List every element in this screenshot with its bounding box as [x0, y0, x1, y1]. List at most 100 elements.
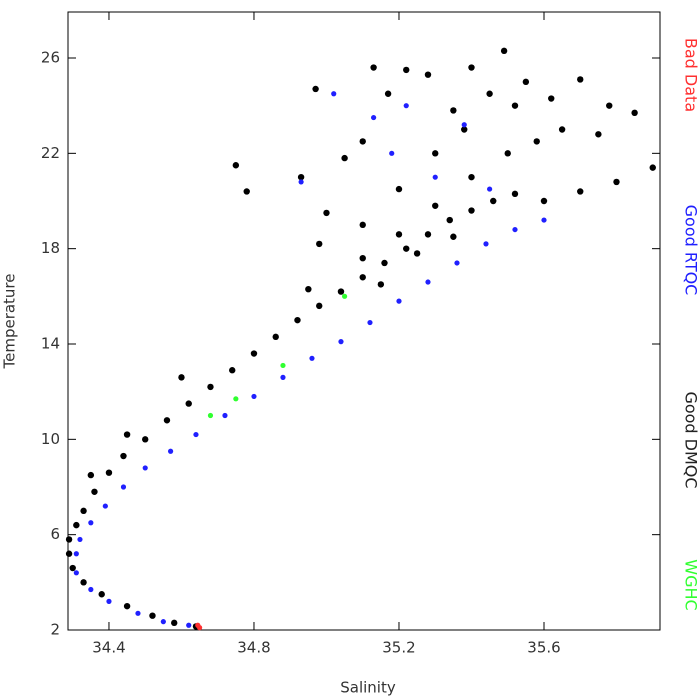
point	[323, 209, 330, 217]
point	[91, 488, 98, 495]
x-tick-label: 34.8	[237, 639, 270, 657]
point	[135, 610, 141, 616]
point	[384, 90, 392, 97]
point	[540, 197, 548, 205]
point	[73, 551, 79, 557]
point	[577, 76, 584, 83]
point	[541, 217, 547, 223]
point	[120, 452, 127, 460]
point	[432, 174, 438, 180]
point	[171, 619, 178, 627]
point	[80, 579, 87, 586]
point	[80, 507, 87, 515]
y-tick-label: 6	[50, 525, 60, 543]
point	[461, 122, 467, 128]
point	[490, 197, 497, 205]
point	[403, 245, 410, 252]
point	[486, 90, 493, 97]
point	[606, 102, 613, 109]
point	[548, 95, 555, 102]
point	[377, 281, 385, 288]
point	[105, 469, 113, 476]
point	[367, 319, 373, 326]
point	[298, 179, 304, 185]
point	[167, 448, 174, 454]
x-tick-label: 34.4	[92, 639, 125, 657]
point	[280, 362, 286, 369]
point	[65, 536, 73, 543]
point	[522, 78, 530, 86]
point	[341, 154, 348, 162]
point	[504, 150, 511, 157]
point	[371, 114, 377, 121]
point	[123, 431, 131, 438]
point	[424, 71, 432, 78]
point	[207, 383, 214, 391]
point	[272, 333, 279, 341]
point	[454, 260, 460, 266]
point	[558, 126, 566, 133]
legend-label: Bad Data	[682, 38, 700, 112]
point	[446, 216, 453, 224]
point	[425, 279, 431, 285]
point	[533, 138, 540, 145]
point	[359, 138, 366, 145]
point	[512, 226, 518, 233]
point	[195, 622, 201, 628]
point	[88, 586, 94, 593]
point	[337, 288, 345, 295]
point	[142, 436, 149, 443]
point	[243, 188, 250, 195]
point	[88, 520, 94, 526]
point	[432, 202, 439, 209]
point	[193, 431, 199, 438]
y-tick-label: 14	[41, 334, 60, 352]
point	[389, 150, 395, 156]
point	[102, 503, 108, 509]
plot-frame	[67, 11, 661, 631]
point	[106, 598, 112, 604]
point	[160, 619, 166, 625]
point	[297, 173, 305, 181]
point	[461, 126, 468, 133]
point	[232, 162, 240, 169]
point	[511, 190, 519, 198]
point	[73, 521, 80, 529]
point	[185, 400, 192, 407]
point	[359, 221, 366, 229]
point	[595, 131, 602, 138]
point	[403, 103, 409, 109]
point	[424, 231, 432, 238]
y-tick-label: 18	[41, 239, 60, 257]
point	[450, 233, 457, 240]
point	[251, 393, 257, 400]
point	[450, 107, 457, 114]
point	[468, 64, 475, 71]
point	[432, 150, 439, 157]
point	[381, 259, 388, 267]
point	[613, 178, 620, 186]
y-axis-label: Temperature	[1, 273, 19, 369]
point	[305, 285, 312, 293]
point	[468, 173, 475, 181]
point	[395, 185, 403, 193]
point	[370, 64, 377, 71]
point	[233, 396, 239, 402]
point	[342, 293, 348, 299]
x-tick-label: 35.6	[527, 639, 560, 657]
point	[331, 91, 337, 97]
point	[77, 536, 83, 543]
point	[316, 240, 323, 248]
point	[649, 164, 656, 171]
point	[631, 109, 638, 117]
point	[487, 186, 493, 192]
point	[577, 188, 584, 195]
y-tick-label: 22	[41, 144, 60, 162]
point	[123, 602, 131, 610]
point	[395, 231, 403, 238]
point	[207, 412, 214, 419]
point	[500, 47, 508, 55]
point	[120, 484, 127, 490]
